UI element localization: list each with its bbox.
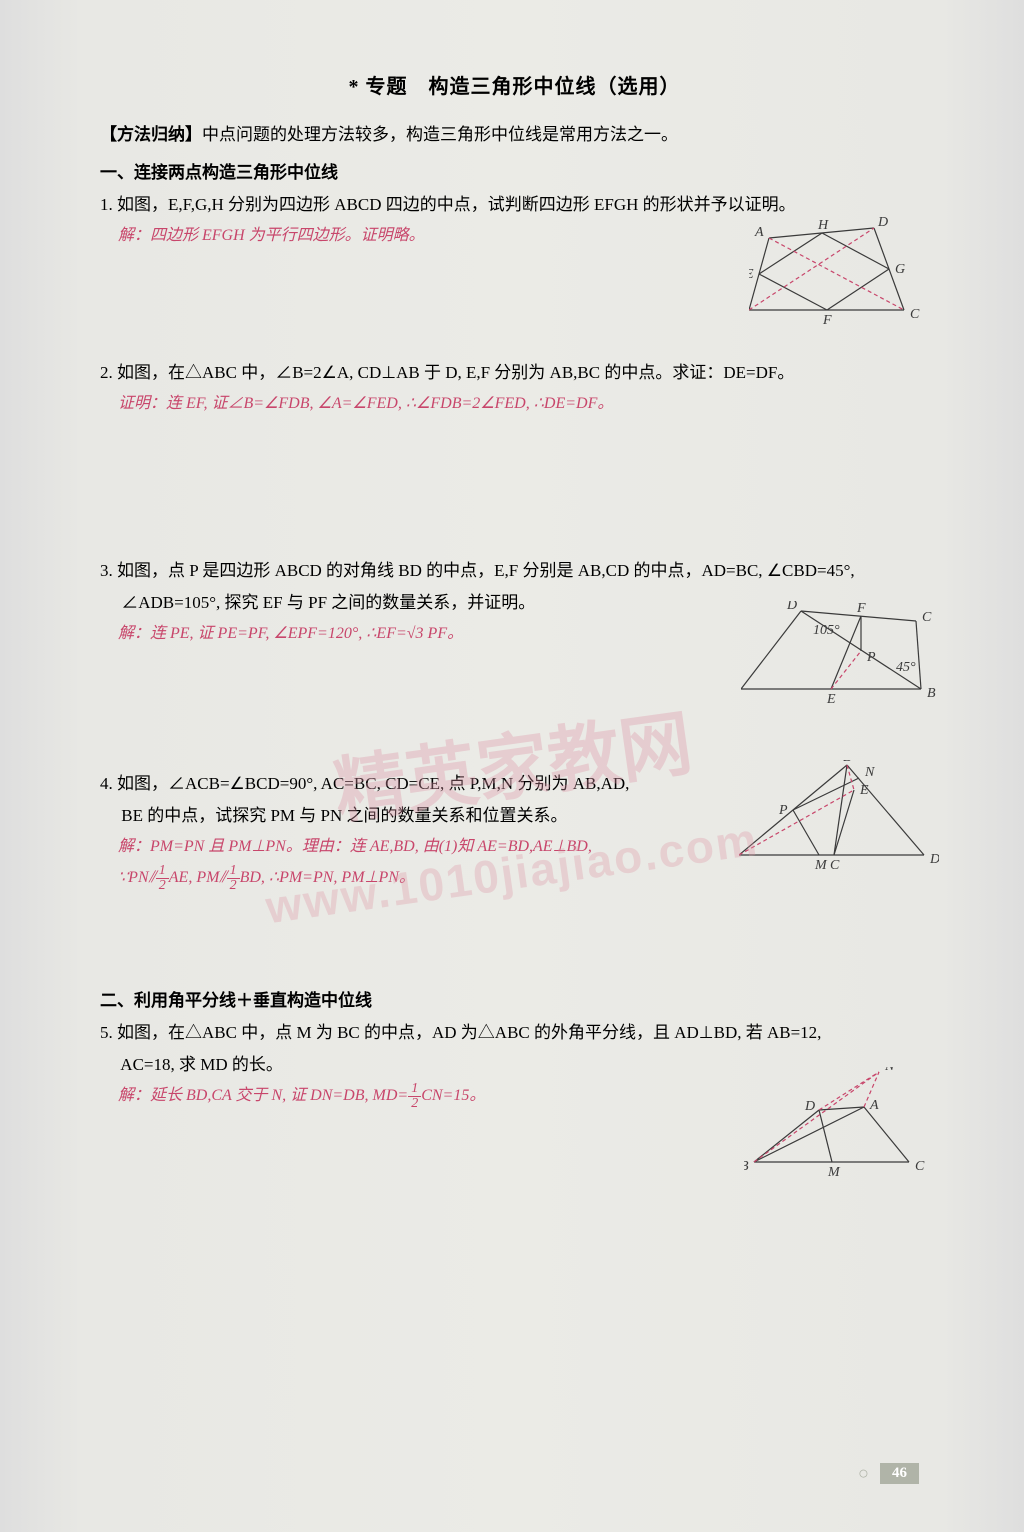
svg-text:B: B [927,686,936,701]
svg-text:M: M [814,858,828,870]
problem-2-answer: 证明：连 EF, 证∠B=∠FDB, ∠A=∠FED, ∴∠FDB=2∠FED,… [100,389,929,419]
problem-4: 4. 如图，∠ACB=∠BCD=90°, AC=BC, CD=CE, 点 P,M… [100,768,929,958]
svg-text:B: B [843,760,852,765]
svg-text:N: N [864,765,875,780]
problem-5-text-1: 5. 如图，在△ABC 中，点 M 为 BC 的中点，AD 为△ABC 的外角平… [100,1017,929,1049]
section-2-header: 二、利用角平分线＋垂直构造中位线 [100,986,929,1011]
figure-5: A B C D M N [744,1067,929,1182]
svg-text:C: C [830,858,840,870]
svg-text:D: D [804,1099,815,1114]
page-title: * 专题 构造三角形中位线（选用） [100,70,929,99]
page: * 专题 构造三角形中位线（选用） 【方法归纳】中点问题的处理方法较多，构造三角… [0,0,1024,1532]
svg-text:P: P [866,650,876,665]
figure-3: ABCDEFP45°105° [741,601,941,711]
svg-text:45°: 45° [896,660,916,675]
svg-text:D: D [929,852,939,867]
svg-text:D: D [877,215,888,230]
svg-text:N: N [884,1067,895,1074]
problem-3-text-1: 3. 如图，点 P 是四边形 ABCD 的对角线 BD 的中点，E,F 分别是 … [100,555,929,587]
svg-text:H: H [817,218,829,233]
method-text: 中点问题的处理方法较多，构造三角形中位线是常用方法之一。 [202,125,678,144]
figure-1: ABCDEFGH [749,215,934,330]
svg-text:G: G [895,262,905,277]
problem-5: 5. 如图，在△ABC 中，点 M 为 BC 的中点，AD 为△ABC 的外角平… [100,1017,929,1177]
problem-2-text: 2. 如图，在△ABC 中，∠B=2∠A, CD⊥AB 于 D, E,F 分别为… [100,357,929,389]
svg-text:P: P [778,803,788,818]
svg-text:E: E [749,267,754,282]
svg-text:105°: 105° [813,623,840,638]
svg-text:E: E [859,783,869,798]
section-1-header: 一、连接两点构造三角形中位线 [100,158,929,183]
svg-text:C: C [910,307,920,322]
method-label: 【方法归纳】 [100,125,202,144]
method-summary: 【方法归纳】中点问题的处理方法较多，构造三角形中位线是常用方法之一。 [100,121,929,150]
svg-text:A: A [869,1098,879,1113]
svg-text:D: D [786,601,797,613]
svg-text:B: B [744,1159,749,1174]
svg-text:C: C [922,610,932,625]
problem-3: 3. 如图，点 P 是四边形 ABCD 的对角线 BD 的中点，E,F 分别是 … [100,555,929,740]
svg-text:E: E [826,692,836,706]
svg-text:F: F [856,601,866,616]
svg-text:A: A [754,225,764,240]
problem-2: 2. 如图，在△ABC 中，∠B=2∠A, CD⊥AB 于 D, E,F 分别为… [100,357,929,527]
svg-text:F: F [822,313,832,325]
svg-text:M: M [827,1165,841,1177]
figure-4: ABCDEMNP [739,760,939,875]
page-number: 46 [880,1463,919,1484]
problem-1: 1. 如图，E,F,G,H 分别为四边形 ABCD 四边的中点，试判断四边形 E… [100,189,929,329]
svg-text:C: C [915,1159,925,1174]
